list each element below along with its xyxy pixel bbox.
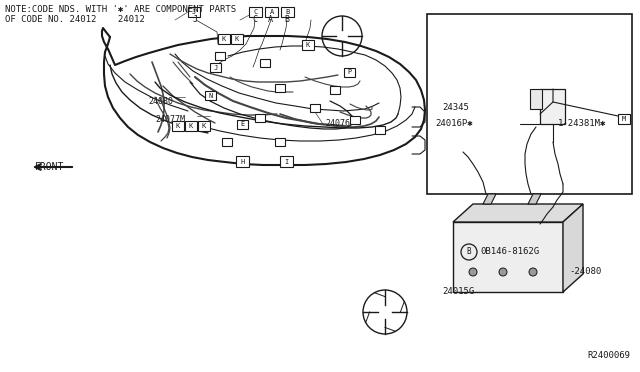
Text: NOTE:CODE NDS. WITH '✱' ARE COMPONENT PARTS: NOTE:CODE NDS. WITH '✱' ARE COMPONENT PA… — [5, 6, 236, 15]
Polygon shape — [453, 204, 583, 222]
Bar — [218, 34, 230, 44]
Text: C: C — [253, 9, 258, 15]
Bar — [185, 121, 197, 131]
Text: -24080: -24080 — [569, 267, 601, 276]
Polygon shape — [483, 194, 496, 204]
Text: 24076: 24076 — [325, 119, 350, 128]
Bar — [210, 63, 221, 72]
Circle shape — [499, 268, 507, 276]
Text: 1-24381M✱: 1-24381M✱ — [558, 119, 606, 128]
Text: 24080: 24080 — [148, 97, 173, 106]
Text: A: A — [269, 9, 274, 15]
Text: 24345: 24345 — [442, 103, 469, 112]
Text: 24015G: 24015G — [442, 288, 474, 296]
Polygon shape — [563, 204, 583, 292]
Text: 24016P✱: 24016P✱ — [435, 119, 472, 128]
Text: I: I — [284, 158, 289, 164]
Bar — [540, 89, 565, 124]
Bar — [172, 121, 184, 131]
Bar — [453, 222, 563, 292]
Text: J: J — [213, 64, 218, 71]
Text: K: K — [306, 42, 310, 48]
Text: C: C — [252, 16, 257, 25]
Bar — [618, 114, 630, 124]
Text: 0B146-8162G: 0B146-8162G — [480, 247, 539, 257]
Bar — [222, 138, 232, 146]
Text: E: E — [241, 122, 244, 128]
Bar — [260, 59, 270, 67]
Text: FRONT: FRONT — [35, 162, 65, 172]
Text: J: J — [193, 16, 198, 25]
Bar — [188, 7, 200, 17]
Bar — [427, 14, 632, 194]
Bar — [255, 114, 265, 122]
Bar — [249, 7, 262, 17]
Polygon shape — [528, 194, 541, 204]
Text: M: M — [622, 116, 626, 122]
Bar — [350, 116, 360, 124]
Bar — [198, 121, 210, 131]
Bar — [330, 86, 340, 94]
Bar — [375, 126, 385, 134]
Bar — [344, 68, 355, 77]
Text: P: P — [348, 70, 351, 76]
Text: B: B — [285, 9, 290, 15]
Bar — [530, 89, 542, 109]
Circle shape — [529, 268, 537, 276]
Text: K: K — [176, 123, 180, 129]
Bar — [237, 120, 248, 129]
Bar — [231, 34, 243, 44]
Bar — [275, 84, 285, 92]
Bar — [215, 52, 225, 60]
Text: A: A — [268, 16, 273, 25]
Text: R2400069: R2400069 — [587, 351, 630, 360]
Bar — [205, 91, 216, 100]
Text: N: N — [209, 93, 212, 99]
Bar — [236, 156, 249, 167]
Text: K: K — [189, 123, 193, 129]
Bar — [280, 156, 293, 167]
Text: B: B — [284, 16, 289, 25]
Bar — [265, 7, 278, 17]
Bar — [310, 104, 320, 112]
Text: OF CODE NO. 24012    24012: OF CODE NO. 24012 24012 — [5, 15, 145, 23]
Text: 24077M: 24077M — [155, 115, 185, 125]
Circle shape — [469, 268, 477, 276]
Bar — [281, 7, 294, 17]
Text: B: B — [467, 247, 471, 257]
Bar — [302, 40, 314, 50]
Text: J: J — [192, 9, 196, 15]
Text: K: K — [235, 36, 239, 42]
Bar — [275, 138, 285, 146]
Text: K: K — [222, 36, 226, 42]
Text: H: H — [241, 158, 244, 164]
Text: K: K — [202, 123, 206, 129]
